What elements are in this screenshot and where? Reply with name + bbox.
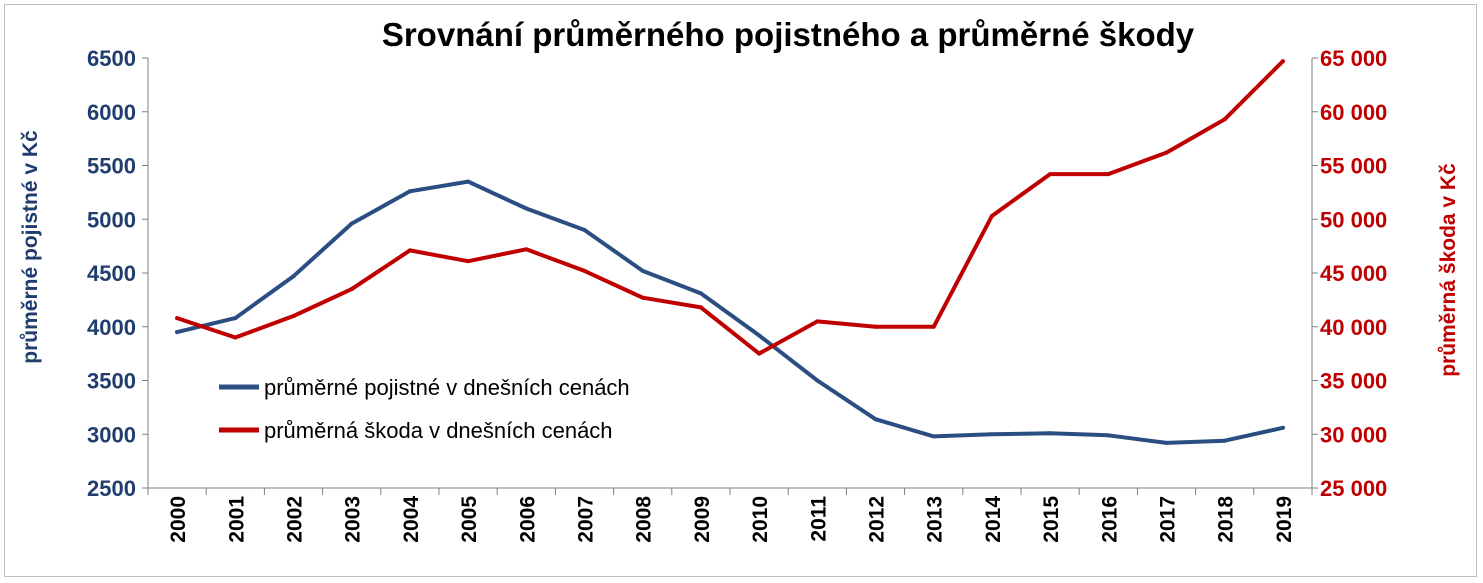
y-ticks-left: 2500 3000 3500 4000 4500 5000 5500 6000 6500 [87, 46, 148, 501]
x-tick-label: 2016 [1098, 496, 1121, 543]
x-tick-label: 2006 [516, 496, 539, 543]
point-skoda-2006 [524, 247, 529, 252]
point-pojistne-2007 [582, 228, 587, 232]
point-skoda-2005 [466, 259, 471, 264]
point-skoda-2002 [291, 314, 296, 318]
point-skoda-2012 [873, 324, 878, 329]
x-tick-label: 2011 [807, 496, 830, 542]
y-tick-label-left: 2500 [87, 476, 136, 501]
point-pojistne-2017 [1164, 440, 1169, 445]
point-skoda-2018 [1222, 117, 1227, 122]
point-pojistne-2002 [291, 274, 296, 279]
chart-frame [4, 4, 1477, 577]
point-skoda-2001 [233, 335, 238, 340]
point-skoda-2017 [1164, 150, 1169, 155]
x-ticks: 2000 2001 2002 2003 2004 2005 2006 2007 2008 2009… [147, 488, 1313, 543]
x-tick-label: 2004 [400, 496, 423, 543]
point-pojistne-2010 [757, 333, 762, 338]
point-skoda-2004 [407, 248, 412, 253]
point-pojistne-2003 [349, 221, 354, 226]
point-pojistne-2012 [873, 417, 878, 422]
point-pojistne-2015 [1048, 431, 1053, 436]
y-tick-label-left: 5500 [87, 154, 136, 179]
x-tick-label: 2003 [342, 496, 365, 543]
point-pojistne-2005 [466, 179, 471, 184]
point-skoda-2000 [175, 316, 180, 321]
x-tick-label: 2000 [167, 496, 190, 543]
y-tick-label-right: 35 000 [1320, 369, 1387, 394]
point-skoda-2013 [931, 324, 936, 329]
y-tick-label-left: 3000 [87, 422, 136, 447]
series-line-pojistne [175, 179, 1285, 445]
legend: průměrné pojistné v dnešních cenách prům… [219, 375, 630, 443]
x-tick-label: 2009 [691, 496, 714, 543]
y-tick-label-right: 25 000 [1320, 476, 1387, 501]
y-axis-label-right: průměrná škoda v Kč [1437, 163, 1460, 377]
point-skoda-2015 [1048, 172, 1053, 177]
y-ticks-right: 25 000 30 000 35 000 40 000 45 000 50 000 55 0… [1312, 46, 1387, 501]
y-tick-label-left: 6500 [87, 46, 136, 71]
series-lines [175, 59, 1285, 445]
point-skoda-2010 [757, 351, 762, 356]
point-skoda-2009 [698, 305, 703, 310]
y-tick-label-left: 5000 [87, 207, 136, 232]
y-tick-label-left: 4000 [87, 315, 136, 340]
x-tick-label: 2007 [575, 496, 598, 543]
point-pojistne-2004 [407, 189, 412, 194]
chart-title: Srovnání průměrného pojistného a průměrn… [382, 16, 1195, 53]
y-tick-label-right: 50 000 [1320, 207, 1387, 232]
x-tick-label: 2017 [1157, 496, 1180, 543]
x-tick-label: 2015 [1040, 496, 1063, 543]
y-tick-label-right: 60 000 [1320, 100, 1387, 125]
point-pojistne-2009 [698, 291, 703, 296]
y-tick-label-left: 4500 [87, 261, 136, 286]
x-tick-label: 2005 [458, 496, 481, 543]
point-pojistne-2008 [640, 268, 645, 273]
x-tick-label: 2018 [1215, 496, 1238, 543]
x-tick-label: 2014 [982, 496, 1005, 543]
point-pojistne-2014 [989, 432, 994, 437]
y-tick-label-right: 55 000 [1320, 154, 1387, 179]
point-pojistne-2001 [233, 316, 238, 321]
point-skoda-2011 [815, 319, 820, 324]
y-tick-label-left: 3500 [87, 369, 136, 394]
x-tick-label: 2002 [284, 496, 307, 543]
point-pojistne-2006 [524, 206, 529, 211]
point-pojistne-2013 [931, 434, 936, 439]
y-tick-label-right: 65 000 [1320, 46, 1387, 71]
y-tick-label-right: 40 000 [1320, 315, 1387, 340]
y-axis-label-left: průměrné pojistné v Kč [19, 130, 42, 364]
series-line-skoda [175, 59, 1285, 356]
x-tick-label: 2008 [633, 496, 656, 543]
point-skoda-2003 [349, 287, 354, 292]
point-pojistne-2000 [175, 330, 180, 335]
point-skoda-2016 [1106, 172, 1111, 177]
y-tick-label-right: 45 000 [1320, 261, 1387, 286]
point-pojistne-2019 [1280, 425, 1285, 430]
legend-label-pojistne: průměrné pojistné v dnešních cenách [264, 375, 630, 400]
x-tick-label: 2012 [866, 496, 889, 543]
x-tick-label: 2013 [924, 496, 947, 543]
point-pojistne-2018 [1222, 438, 1227, 443]
point-skoda-2007 [582, 268, 587, 273]
point-pojistne-2016 [1106, 433, 1111, 438]
x-tick-label: 2010 [749, 496, 772, 543]
x-tick-label: 2019 [1273, 496, 1296, 543]
legend-label-skoda: průměrná škoda v dnešních cenách [264, 418, 613, 443]
x-tick-label: 2001 [225, 496, 248, 543]
point-skoda-2019 [1280, 59, 1285, 64]
point-pojistne-2011 [815, 378, 820, 383]
y-tick-label-right: 30 000 [1320, 422, 1387, 447]
point-skoda-2008 [640, 295, 645, 300]
point-skoda-2014 [989, 214, 994, 219]
y-tick-label-left: 6000 [87, 100, 136, 125]
